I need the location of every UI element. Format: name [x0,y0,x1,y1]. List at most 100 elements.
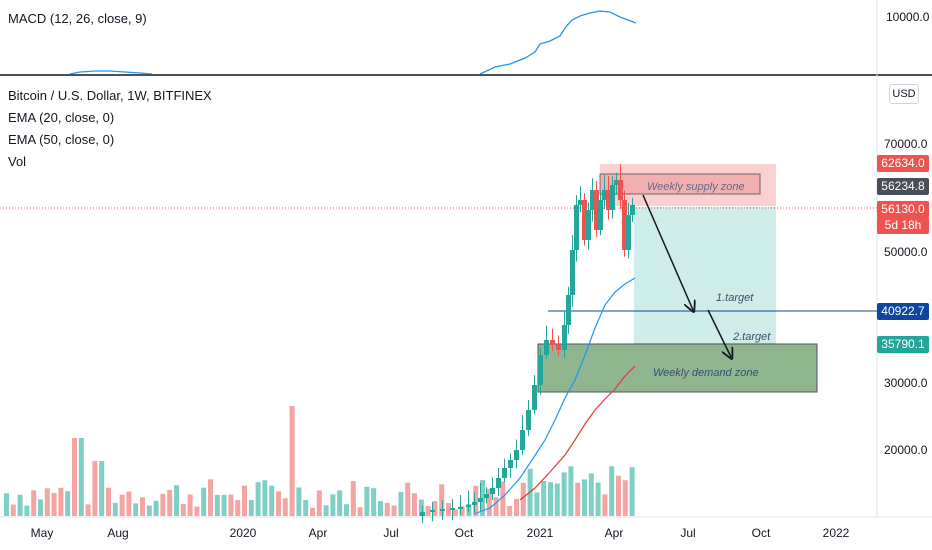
volume-bar [452,509,458,516]
volume-bar [405,482,411,516]
volume-bar [119,494,125,516]
volume-bar [337,490,343,516]
volume-bar [439,484,445,516]
candle-body [420,512,425,516]
volume-bar [493,497,499,516]
volume-bar [554,483,560,516]
volume-bar [72,438,77,516]
candle-body [590,190,595,210]
macd-line [69,10,637,75]
candle-body [514,450,519,460]
volume-bar [17,494,23,516]
volume-bar [473,485,479,516]
volume-bar [262,480,268,516]
candle-body [484,494,489,498]
candle-body [538,355,543,385]
currency-button[interactable]: USD [889,84,919,104]
volume-bars [4,406,635,516]
volume-bar [520,482,526,516]
volume-bar [106,487,111,516]
volume-bar [4,493,9,516]
time-axis-label: Jul [680,526,696,540]
volume-bar [568,466,574,516]
volume-bar [561,472,567,516]
target-area[interactable] [634,207,776,344]
time-axis-label: Oct [454,526,474,540]
volume-bar [582,479,587,516]
volume-bar [58,487,64,516]
candle-body [430,510,435,512]
candlesticks [420,164,635,524]
candle-body [586,210,591,240]
arrow-to-target1[interactable] [642,194,693,310]
candle-body [466,505,471,507]
volume-bar [180,503,186,516]
time-axis-label: Oct [751,526,771,540]
candle-body [610,185,615,210]
volume-bar [507,505,513,516]
volume-legend[interactable]: Vol [8,154,27,169]
ema50-line [519,365,636,501]
volume-bar [548,482,553,516]
time-axis-label: Apr [604,526,624,540]
volume-bar [323,505,329,516]
time-axis-label: 2021 [526,526,554,540]
demand-zone-box[interactable] [537,343,818,393]
volume-bar [228,494,234,516]
candle-body [626,215,631,250]
volume-bar [140,497,145,516]
candle-body [570,250,575,295]
volume-bar [296,487,302,516]
candle-body [582,200,587,240]
volume-bar [167,489,173,516]
target1-price-tag: 40922.7 [877,303,929,320]
volume-bar [588,473,594,516]
candle-body [472,502,477,505]
volume-bar [412,493,417,516]
time-axis-label: Aug [107,526,129,540]
volume-bar [24,505,30,516]
candle-body [614,180,619,185]
candle-body [630,205,635,215]
volume-bar [595,482,601,516]
ema50-legend[interactable]: EMA (50, close, 0) [8,132,115,147]
symbol-title[interactable]: Bitcoin / U.S. Dollar, 1W, BITFINEX [8,88,212,103]
price-axis-label: 30000.0 [884,376,928,390]
arrow-to-target2[interactable] [707,309,731,357]
volume-bar [92,461,98,516]
candle-body [496,478,501,488]
macd-legend[interactable]: MACD (12, 26, close, 9) [8,11,147,26]
time-axis-label: 2022 [822,526,850,540]
volume-bar [432,501,438,516]
volume-bar [194,506,200,516]
volume-bar [616,475,621,516]
volume-bar [146,505,152,516]
demand-price-tag: 35790.1 [877,336,929,353]
candle-body [598,200,603,230]
candle-body [478,498,483,502]
volume-bar [378,501,383,516]
volume-bar [316,490,322,516]
volume-bar [534,492,540,516]
volume-bar [350,481,356,516]
volume-bar [575,482,581,516]
candle-body [532,385,537,410]
candle-body [566,295,571,325]
volume-bar [208,479,213,516]
ema20-line [473,277,636,515]
supply-zone-box[interactable] [599,173,761,195]
volume-bar [541,481,547,516]
volume-bar [391,505,397,516]
candle-body [458,507,463,509]
last-price-tag: 56130.0 [877,201,929,218]
ema20-legend[interactable]: EMA (20, close, 0) [8,110,115,125]
volume-bar [242,485,247,516]
cursor-price-tag: 56234.8 [877,178,929,195]
macd-axis-label: 10000.0 [886,10,930,24]
volume-bar [622,480,628,516]
volume-bar [160,493,166,516]
volume-bar [255,482,261,516]
candle-body [502,468,507,478]
